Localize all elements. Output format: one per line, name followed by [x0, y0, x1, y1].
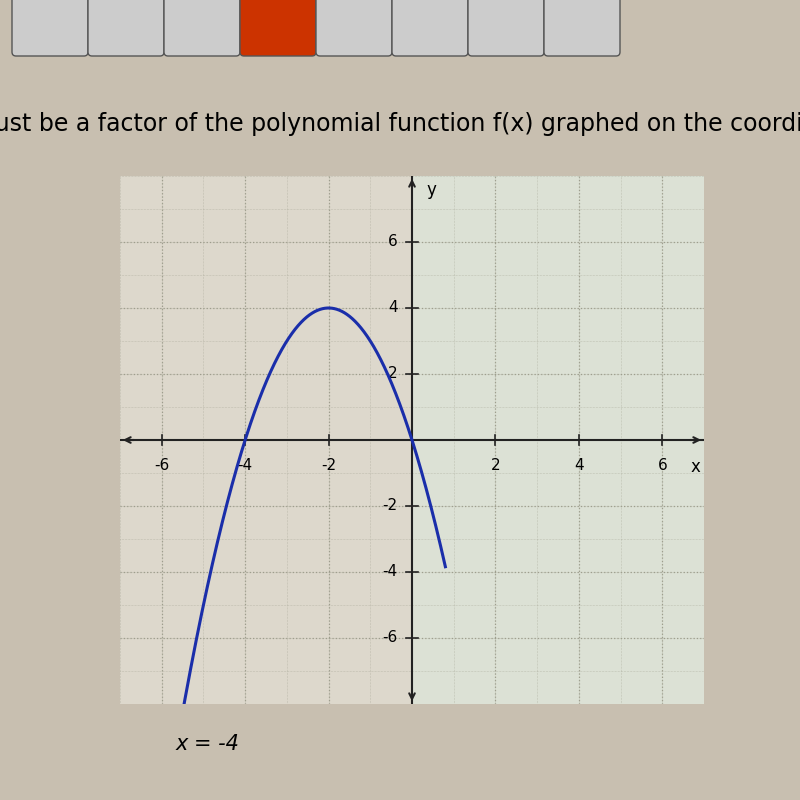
- Text: -2: -2: [321, 458, 336, 473]
- Text: 8: 8: [576, 17, 588, 35]
- Text: 2: 2: [388, 366, 398, 382]
- Text: ◄: ◄: [270, 16, 286, 36]
- Text: 6: 6: [424, 17, 436, 35]
- Text: -6: -6: [382, 630, 398, 646]
- Text: What must be a factor of the polynomial function f(x) graphed on the coordinate : What must be a factor of the polynomial …: [0, 112, 800, 136]
- Text: y: y: [426, 181, 437, 199]
- Text: 4: 4: [388, 301, 398, 315]
- Text: 5: 5: [348, 17, 360, 35]
- Text: -6: -6: [154, 458, 170, 473]
- Text: 4: 4: [574, 458, 584, 473]
- Text: 6: 6: [658, 458, 667, 473]
- Text: 2: 2: [120, 17, 132, 35]
- Bar: [412, 176, 704, 704]
- Text: x = -4: x = -4: [176, 734, 240, 754]
- Text: 1: 1: [44, 17, 56, 35]
- Text: x: x: [690, 458, 701, 476]
- Text: -2: -2: [382, 498, 398, 514]
- Text: 3: 3: [196, 17, 208, 35]
- Text: 2: 2: [490, 458, 500, 473]
- Text: 7: 7: [500, 17, 512, 35]
- Text: -4: -4: [238, 458, 253, 473]
- Text: -4: -4: [382, 565, 398, 579]
- Text: 6: 6: [388, 234, 398, 250]
